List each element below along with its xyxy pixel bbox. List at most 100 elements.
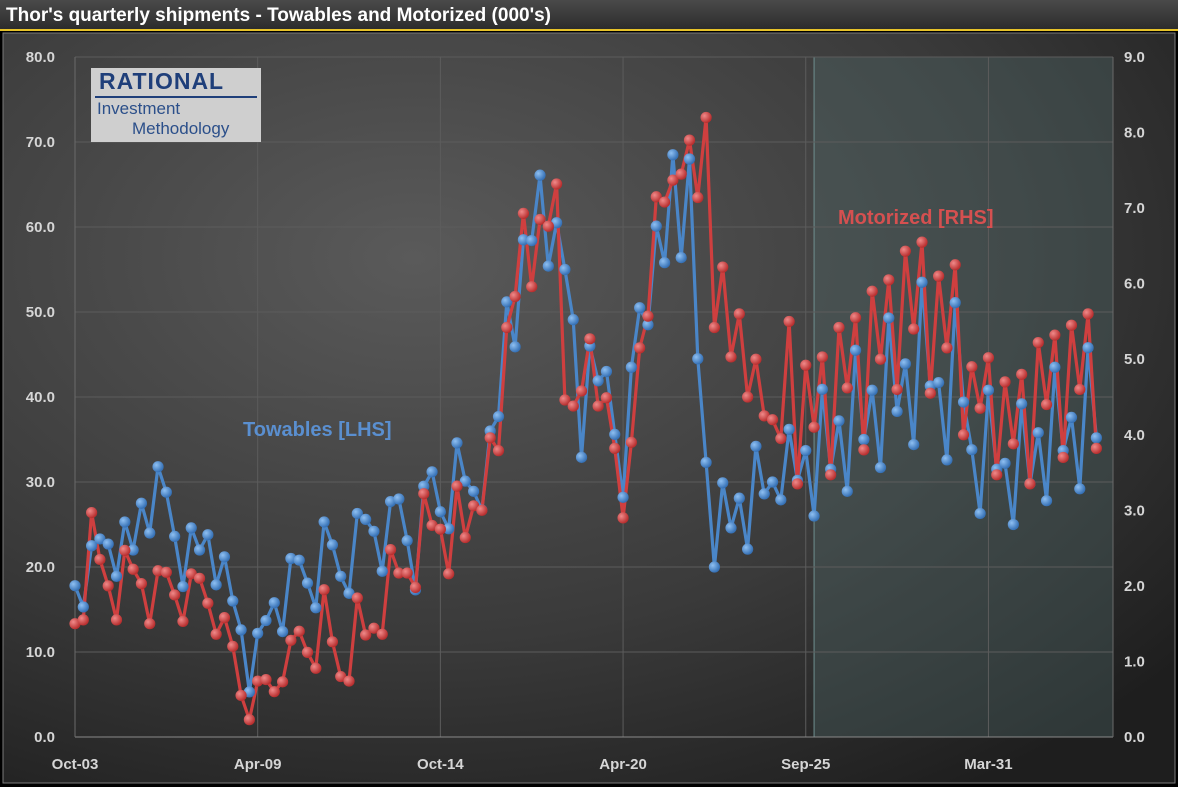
towables-point (368, 525, 380, 537)
motorized-point (484, 432, 496, 444)
y-right-tick-label: 4.0 (1124, 427, 1145, 444)
towables-point (999, 457, 1011, 469)
towables-point (293, 554, 305, 566)
x-tick-label: Apr-09 (234, 756, 282, 773)
motorized-point (559, 394, 571, 406)
towables-point (600, 365, 613, 378)
y-right-tick-label: 9.0 (1124, 49, 1145, 66)
motorized-point (841, 382, 853, 394)
towables-point (434, 506, 446, 518)
towables-point (277, 626, 289, 638)
y-left-tick-label: 0.0 (34, 729, 55, 746)
towables-point (575, 451, 588, 463)
motorized-point (1024, 478, 1036, 490)
towables-point (443, 523, 455, 535)
motorized-point (110, 614, 123, 626)
motorized-point (418, 488, 430, 500)
towables-point (933, 376, 945, 389)
towables-point (534, 169, 546, 181)
motorized-point (252, 675, 264, 687)
motorized-point (708, 321, 721, 334)
motorized-point (1090, 442, 1102, 454)
x-tick-label: Sep-25 (781, 756, 830, 773)
motorized-point (144, 618, 156, 630)
motorized-point (957, 429, 970, 441)
motorized-point (783, 315, 795, 328)
towables-point (467, 485, 480, 497)
towables-point (119, 516, 131, 528)
towables-point (750, 440, 762, 452)
motorized-point (924, 387, 936, 399)
towables-point (492, 410, 505, 423)
towables-point (742, 543, 754, 555)
towables-point (218, 551, 231, 563)
motorized-point (459, 531, 471, 544)
towables-point (766, 476, 779, 488)
motorized-point (235, 689, 247, 702)
motorized-point (1016, 368, 1028, 380)
motorized-point (667, 174, 679, 186)
towables-point (700, 456, 712, 469)
towables-point (426, 466, 438, 478)
motorized-point (517, 207, 530, 219)
motorized-point (933, 270, 945, 282)
motorized-point (858, 444, 870, 456)
motorized-point (443, 568, 455, 580)
motorized-point (999, 376, 1011, 388)
towables-point (285, 552, 297, 565)
y-right-tick-label: 6.0 (1124, 276, 1145, 293)
towables-point (966, 444, 978, 456)
towables-point (86, 540, 98, 552)
motorized-point (102, 580, 114, 592)
towables-point (808, 510, 820, 522)
towables-point (717, 477, 729, 489)
y-right-tick-label: 0.0 (1124, 729, 1145, 746)
motorized-point (169, 589, 181, 601)
motorized-point (1040, 398, 1053, 411)
motorized-point (476, 504, 488, 516)
motorized-point (775, 432, 787, 445)
towables-point (567, 314, 579, 326)
motorized-point (177, 615, 189, 628)
motorized-point (1057, 451, 1069, 464)
towables-point (326, 539, 339, 551)
towables-point (301, 577, 314, 589)
motorized-point (534, 213, 546, 226)
motorized-point (94, 553, 106, 566)
motorized-point (268, 686, 280, 698)
motorized-point (683, 134, 696, 146)
towables-point (758, 488, 770, 500)
towables-point (775, 494, 787, 506)
motorized-point (584, 333, 596, 345)
title-bar: Thor's quarterly shipments - Towables an… (0, 0, 1178, 31)
towables-point (800, 444, 812, 457)
towables-point (210, 579, 222, 591)
motorized-point (658, 196, 671, 208)
motorized-point (866, 285, 878, 297)
motorized-point (617, 512, 629, 524)
motorized-point (501, 321, 513, 334)
towables-point (227, 595, 239, 607)
motorized-point (227, 640, 239, 652)
motorized-point (260, 673, 272, 686)
motorized-point (152, 565, 164, 577)
towables-point (393, 493, 405, 505)
towables-point (318, 516, 330, 528)
motorized-point (86, 506, 98, 519)
motorized-point (600, 392, 613, 404)
towables-point (1082, 342, 1094, 354)
motorized-point (384, 544, 397, 556)
motorized-point (725, 351, 737, 363)
towables-point (69, 580, 81, 592)
towables-point (1065, 411, 1078, 423)
motorized-point (542, 220, 554, 232)
towables-point (335, 570, 347, 582)
motorized-point (202, 597, 214, 609)
towables-point (650, 220, 662, 232)
motorized-point (551, 178, 563, 190)
towables-point (459, 475, 471, 487)
motorized-point (800, 359, 812, 371)
logo-line-1: RATIONAL (99, 68, 225, 94)
towables-point (683, 153, 696, 165)
y-left-tick-label: 60.0 (26, 219, 55, 236)
